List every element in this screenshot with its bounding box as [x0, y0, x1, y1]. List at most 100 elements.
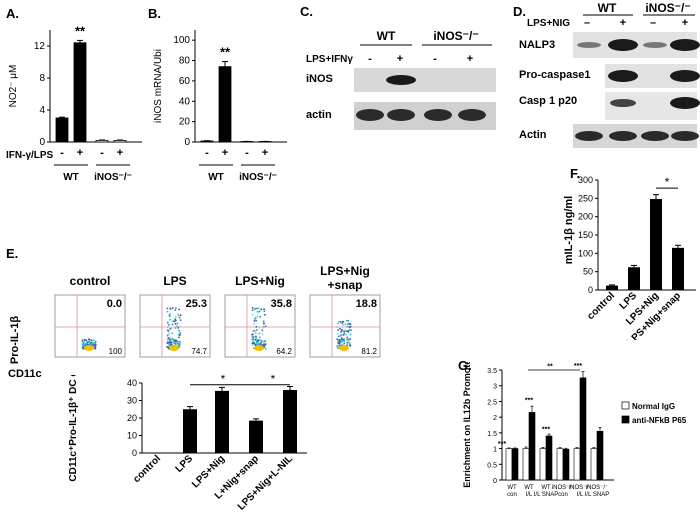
flow-dot	[174, 309, 177, 311]
flow-dot	[166, 326, 169, 329]
blot-d: WT iNOS⁻/⁻ LPS+NIG – + – + NALP3 Pro-cas…	[519, 1, 700, 148]
flow-dot	[347, 342, 350, 344]
blot-c-membrane-inos	[354, 68, 496, 92]
e-ylabel: CD11c⁺Pro-IL-1β⁺ DC cells	[68, 375, 79, 482]
flow-dot	[174, 316, 177, 318]
flow-dot	[341, 339, 344, 341]
flow-dot	[254, 307, 257, 310]
a-sign-0: -	[60, 147, 64, 159]
g-bar-1-4	[579, 377, 587, 481]
flow-dot	[175, 307, 177, 310]
e-ytick-label-4: 40	[127, 378, 137, 388]
g-ylabel: Enrichment on IL12b Promoter	[462, 362, 472, 488]
flow-dot	[178, 316, 181, 319]
flow-dot	[93, 342, 96, 345]
g-legend-swatch-0	[621, 401, 630, 410]
flow-core-1	[169, 345, 179, 351]
blot-d-group-wt: WT	[598, 1, 617, 15]
flow-dot	[174, 339, 177, 341]
flow-dot	[252, 307, 255, 310]
flow-yaxis-label: Pro-IL-1β	[9, 316, 21, 365]
g-annot-1: ***	[525, 398, 533, 405]
flow-dot	[337, 322, 339, 325]
flow-dot	[178, 325, 181, 328]
flow-dot	[339, 320, 342, 323]
g-bar-0-0	[505, 448, 513, 481]
flow-dot	[259, 316, 262, 318]
e-ytick-label-0: 0	[132, 448, 137, 458]
flow-dot	[350, 329, 352, 331]
flow-dot	[168, 332, 170, 335]
flow-dot	[257, 307, 260, 310]
flow-dot	[174, 341, 177, 344]
blot-d-band-procasp-4	[670, 70, 700, 82]
blot-d-band-actin-2	[609, 131, 637, 141]
b-ytick-label-3: 60	[179, 76, 191, 87]
flow-dot	[264, 344, 267, 346]
g-bar-0-2	[539, 448, 547, 481]
b-group-wt: WT	[208, 172, 224, 183]
flow-dot	[255, 326, 258, 328]
flow-dot	[169, 328, 172, 330]
g-bar-1-2	[545, 435, 553, 481]
flow-dot	[342, 324, 345, 326]
flow-dot	[168, 324, 170, 326]
blot-c-band-actin-4	[458, 109, 486, 121]
flow-dot	[178, 344, 181, 347]
f-bar-1	[628, 267, 640, 290]
g-legend-swatch-1	[621, 415, 630, 424]
flow-dot	[170, 339, 173, 341]
flow-dot	[343, 330, 345, 333]
flow-upper-1: 25.3	[186, 298, 207, 310]
a-ytick-label-2: 8	[39, 73, 45, 84]
g-cat-4-a: iNOS⁻/⁻	[569, 485, 591, 491]
blot-d-band-nalp3-4	[670, 39, 700, 51]
flow-dot	[337, 341, 340, 344]
flow-dot	[337, 335, 340, 338]
flow-dot	[251, 309, 254, 312]
panel-label-g: G.	[458, 358, 472, 373]
panel-label-a: A.	[6, 6, 19, 21]
g-legend-label-1: anti-NFkB P65	[632, 416, 687, 425]
g-ytick-label-4: 2	[493, 415, 497, 422]
g-ytick-label-7: 3.5	[487, 368, 497, 375]
b-ytick-label-0: 0	[184, 137, 190, 148]
flow-dot	[176, 341, 179, 344]
flow-dot	[168, 339, 171, 341]
flow-upper-2: 35.8	[271, 298, 292, 310]
flow-dot	[81, 344, 84, 346]
g-ytick-label-1: 0.5	[487, 462, 497, 469]
blot-d-row-procasp: Pro-caspase1	[519, 69, 591, 81]
flow-dot	[90, 342, 92, 344]
flow-dot	[179, 334, 181, 337]
flow-dot	[254, 329, 256, 332]
flow-dot	[259, 343, 262, 345]
blot-d-treatment: LPS+NIG	[527, 18, 570, 29]
flow-dot	[263, 314, 266, 316]
flow-dot	[263, 310, 266, 312]
g-ytick-label-0: 0	[493, 478, 497, 485]
flow-dot	[177, 333, 180, 336]
flow-dot	[251, 313, 254, 316]
flow-lower-1: 74.7	[191, 347, 207, 356]
flow-dot	[262, 326, 265, 329]
g-bar-0-1	[522, 448, 530, 481]
flow-dot	[337, 329, 339, 332]
b-sign-0: -	[205, 147, 209, 159]
blot-c-row-actin: actin	[306, 109, 332, 121]
flow-dot	[264, 340, 267, 342]
flow-dot	[260, 308, 263, 311]
g-bar-0-3	[556, 448, 564, 481]
flow-dot	[339, 341, 342, 344]
b-ytick-label-5: 100	[173, 35, 190, 46]
flow-dot	[349, 325, 352, 328]
flow-dot	[342, 320, 345, 323]
flow-title-0: control	[70, 274, 111, 288]
a-bar-0	[55, 117, 69, 143]
flow-dot	[251, 344, 254, 346]
flow-dot	[348, 343, 351, 346]
flow-dot	[263, 342, 266, 345]
blot-d-band-nalp3-2	[608, 39, 638, 51]
f-bar-3	[672, 247, 684, 290]
